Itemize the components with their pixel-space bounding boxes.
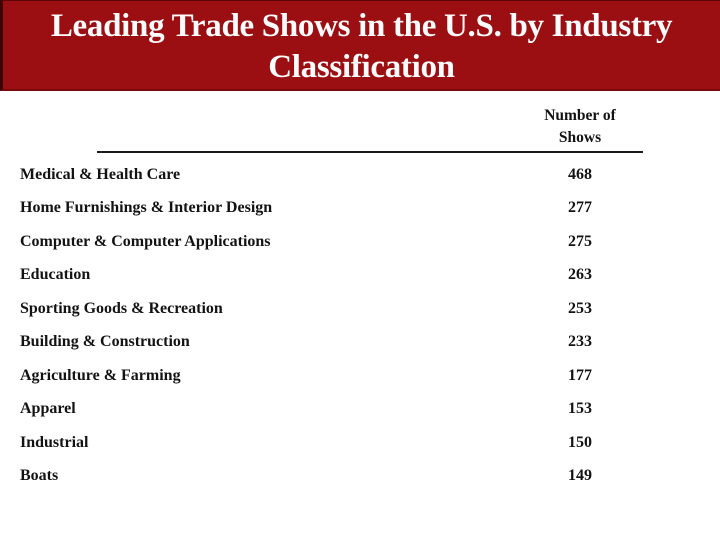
row-label: Agriculture & Farming bbox=[20, 366, 181, 384]
row-label: Industrial bbox=[20, 433, 89, 451]
title-banner: Leading Trade Shows in the U.S. by Indus… bbox=[0, 0, 720, 91]
row-label: Education bbox=[20, 266, 91, 284]
table-row: Building & Construction 233 bbox=[20, 326, 650, 360]
table-row: Agriculture & Farming 177 bbox=[20, 359, 650, 393]
value-column-header-line2: Shows bbox=[558, 129, 602, 146]
table-row: Education 263 bbox=[20, 259, 650, 293]
row-label: Apparel bbox=[20, 400, 76, 418]
table-rows: Medical & Health Care 468 Home Furnishings… bbox=[20, 158, 650, 493]
slide-title-line1: Leading Trade Shows in the U.S. by Indus… bbox=[50, 8, 673, 44]
row-value: 275 bbox=[568, 232, 592, 250]
row-label: Computer & Computer Applications bbox=[20, 232, 271, 250]
table-row: Sporting Goods & Recreation 253 bbox=[20, 292, 650, 326]
row-label: Sporting Goods & Recreation bbox=[20, 299, 223, 317]
table-row: Medical & Health Care 468 bbox=[20, 158, 650, 192]
row-value: 149 bbox=[568, 467, 592, 485]
row-value: 277 bbox=[568, 199, 592, 217]
table-row: Home Furnishings & Interior Design 277 bbox=[20, 192, 650, 226]
row-value: 233 bbox=[568, 333, 592, 351]
row-value: 468 bbox=[568, 165, 592, 183]
table-row: Industrial 150 bbox=[20, 426, 650, 460]
row-label: Boats bbox=[20, 467, 59, 485]
slide-title-line2: Classification bbox=[268, 49, 455, 85]
row-value: 153 bbox=[568, 400, 592, 418]
row-value: 177 bbox=[568, 366, 592, 384]
row-label: Medical & Health Care bbox=[20, 165, 181, 183]
value-column-header-line1: Number of bbox=[544, 107, 616, 124]
row-label: Home Furnishings & Interior Design bbox=[20, 199, 273, 217]
row-label: Building & Construction bbox=[20, 333, 190, 351]
value-column-header: Number of Shows bbox=[510, 105, 650, 149]
row-value: 253 bbox=[568, 299, 592, 317]
row-value: 263 bbox=[568, 266, 592, 284]
row-value: 150 bbox=[568, 433, 592, 451]
table-row: Boats 149 bbox=[20, 460, 650, 494]
header-rule bbox=[97, 151, 643, 153]
table-row: Computer & Computer Applications 275 bbox=[20, 225, 650, 259]
table-row: Apparel 153 bbox=[20, 393, 650, 427]
